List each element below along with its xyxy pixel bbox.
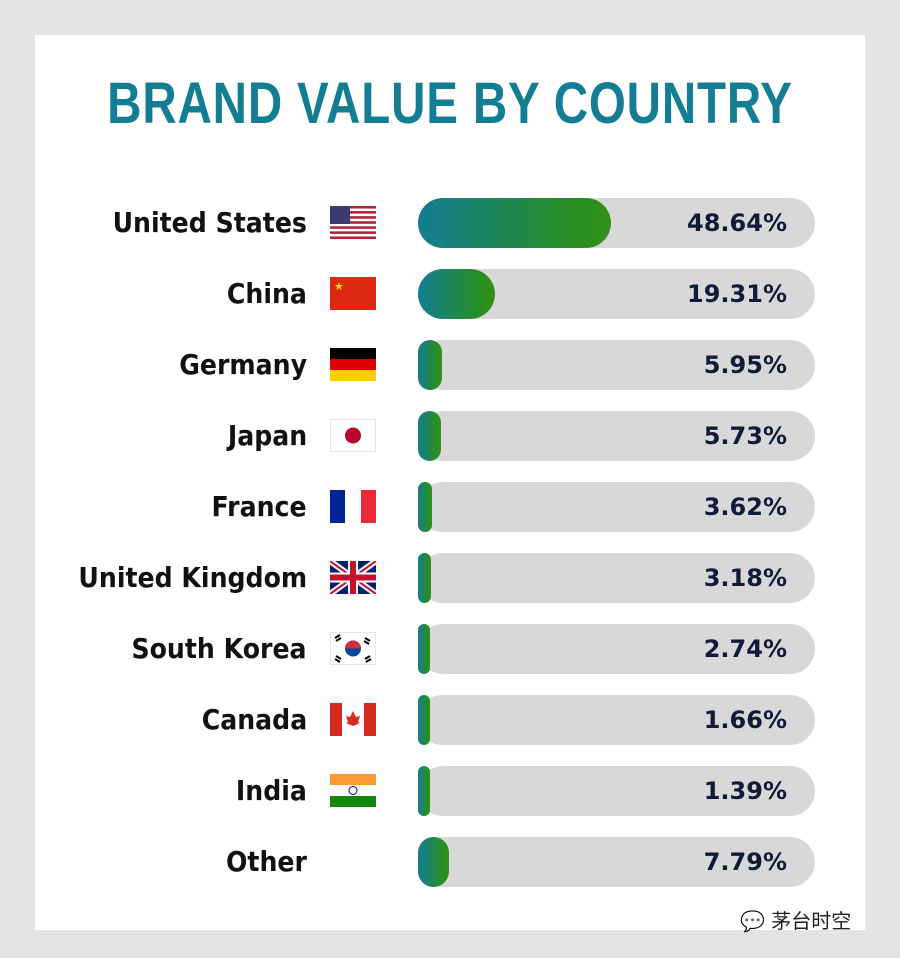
bar-row-united-kingdom: United Kingdom 3.18%	[0, 553, 900, 603]
bar-row-france: France 3.62%	[0, 482, 900, 532]
category-label: United States	[112, 206, 307, 239]
value-label: 3.62%	[703, 493, 787, 521]
bar-track: 48.64%	[418, 198, 815, 248]
france-flag-icon	[330, 490, 376, 523]
bar-track: 1.66%	[418, 695, 815, 745]
value-label: 5.73%	[703, 422, 787, 450]
chart-title: BRAND VALUE BY COUNTRY	[107, 71, 793, 136]
bar-track: 5.95%	[418, 340, 815, 390]
category-label: Other	[226, 845, 307, 878]
svg-text:★: ★	[334, 280, 344, 293]
bar-row-germany: Germany 5.95%	[0, 340, 900, 390]
category-label: Japan	[227, 419, 307, 452]
bar-china	[418, 269, 495, 319]
india-flag-icon	[330, 774, 376, 807]
bar-france	[418, 482, 433, 532]
bar-row-other: Other 7.79%	[0, 837, 900, 887]
watermark: 💬 茅台时空	[740, 905, 851, 934]
category-label: Canada	[201, 703, 307, 736]
category-label: India	[235, 774, 307, 807]
value-label: 19.31%	[687, 280, 787, 308]
value-label: 48.64%	[687, 209, 787, 237]
wechat-icon: 💬	[740, 909, 765, 933]
bar-track: 5.73%	[418, 411, 815, 461]
bar-row-japan: Japan 5.73%	[0, 411, 900, 461]
canada-flag-icon	[330, 703, 376, 736]
bar-canada	[418, 695, 430, 745]
value-label: 7.79%	[703, 848, 787, 876]
bar-track: 1.39%	[418, 766, 815, 816]
category-label: Germany	[179, 348, 307, 381]
value-label: 3.18%	[703, 564, 787, 592]
bar-row-united-states: United States 48.64%	[0, 198, 900, 248]
bar-south-korea	[418, 624, 430, 674]
japan-flag-icon	[330, 419, 376, 452]
south-korea-flag-icon	[330, 632, 376, 665]
bar-japan	[418, 411, 441, 461]
germany-flag-icon	[330, 348, 376, 381]
bar-row-canada: Canada 1.66%	[0, 695, 900, 745]
bar-track: 19.31%	[418, 269, 815, 319]
value-label: 1.39%	[703, 777, 787, 805]
watermark-text: 茅台时空	[771, 909, 852, 933]
bar-track: 2.74%	[418, 624, 815, 674]
bar-india	[418, 766, 430, 816]
bar-track: 7.79%	[418, 837, 815, 887]
category-label: United Kingdom	[78, 561, 307, 594]
bar-united-kingdom	[418, 553, 431, 603]
bar-other	[418, 837, 449, 887]
bar-row-india: India 1.39%	[0, 766, 900, 816]
bar-track: 3.62%	[418, 482, 815, 532]
bar-track: 3.18%	[418, 553, 815, 603]
category-label: France	[211, 490, 307, 523]
category-label: China	[226, 277, 307, 310]
us-flag-icon	[330, 206, 376, 239]
bar-germany	[418, 340, 442, 390]
uk-flag-icon	[330, 561, 376, 594]
bar-united-states	[418, 198, 612, 248]
bar-row-south-korea: South Korea 2.74%	[0, 624, 900, 674]
bar-row-china: China ★ 19.31%	[0, 269, 900, 319]
value-label: 5.95%	[703, 351, 787, 379]
value-label: 1.66%	[703, 706, 787, 734]
china-flag-icon: ★	[330, 277, 376, 310]
value-label: 2.74%	[703, 635, 787, 663]
category-label: South Korea	[131, 632, 307, 665]
